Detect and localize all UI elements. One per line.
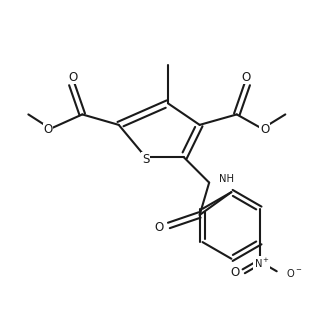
Text: O: O: [230, 266, 239, 279]
Text: O: O: [44, 123, 53, 136]
Text: O: O: [69, 71, 78, 84]
Text: S: S: [142, 153, 149, 166]
Text: O: O: [260, 123, 269, 136]
Text: O: O: [241, 71, 250, 84]
Text: N$^+$: N$^+$: [254, 257, 270, 270]
Text: NH: NH: [219, 174, 234, 184]
Text: O: O: [155, 222, 164, 235]
Text: O$^-$: O$^-$: [286, 267, 303, 279]
